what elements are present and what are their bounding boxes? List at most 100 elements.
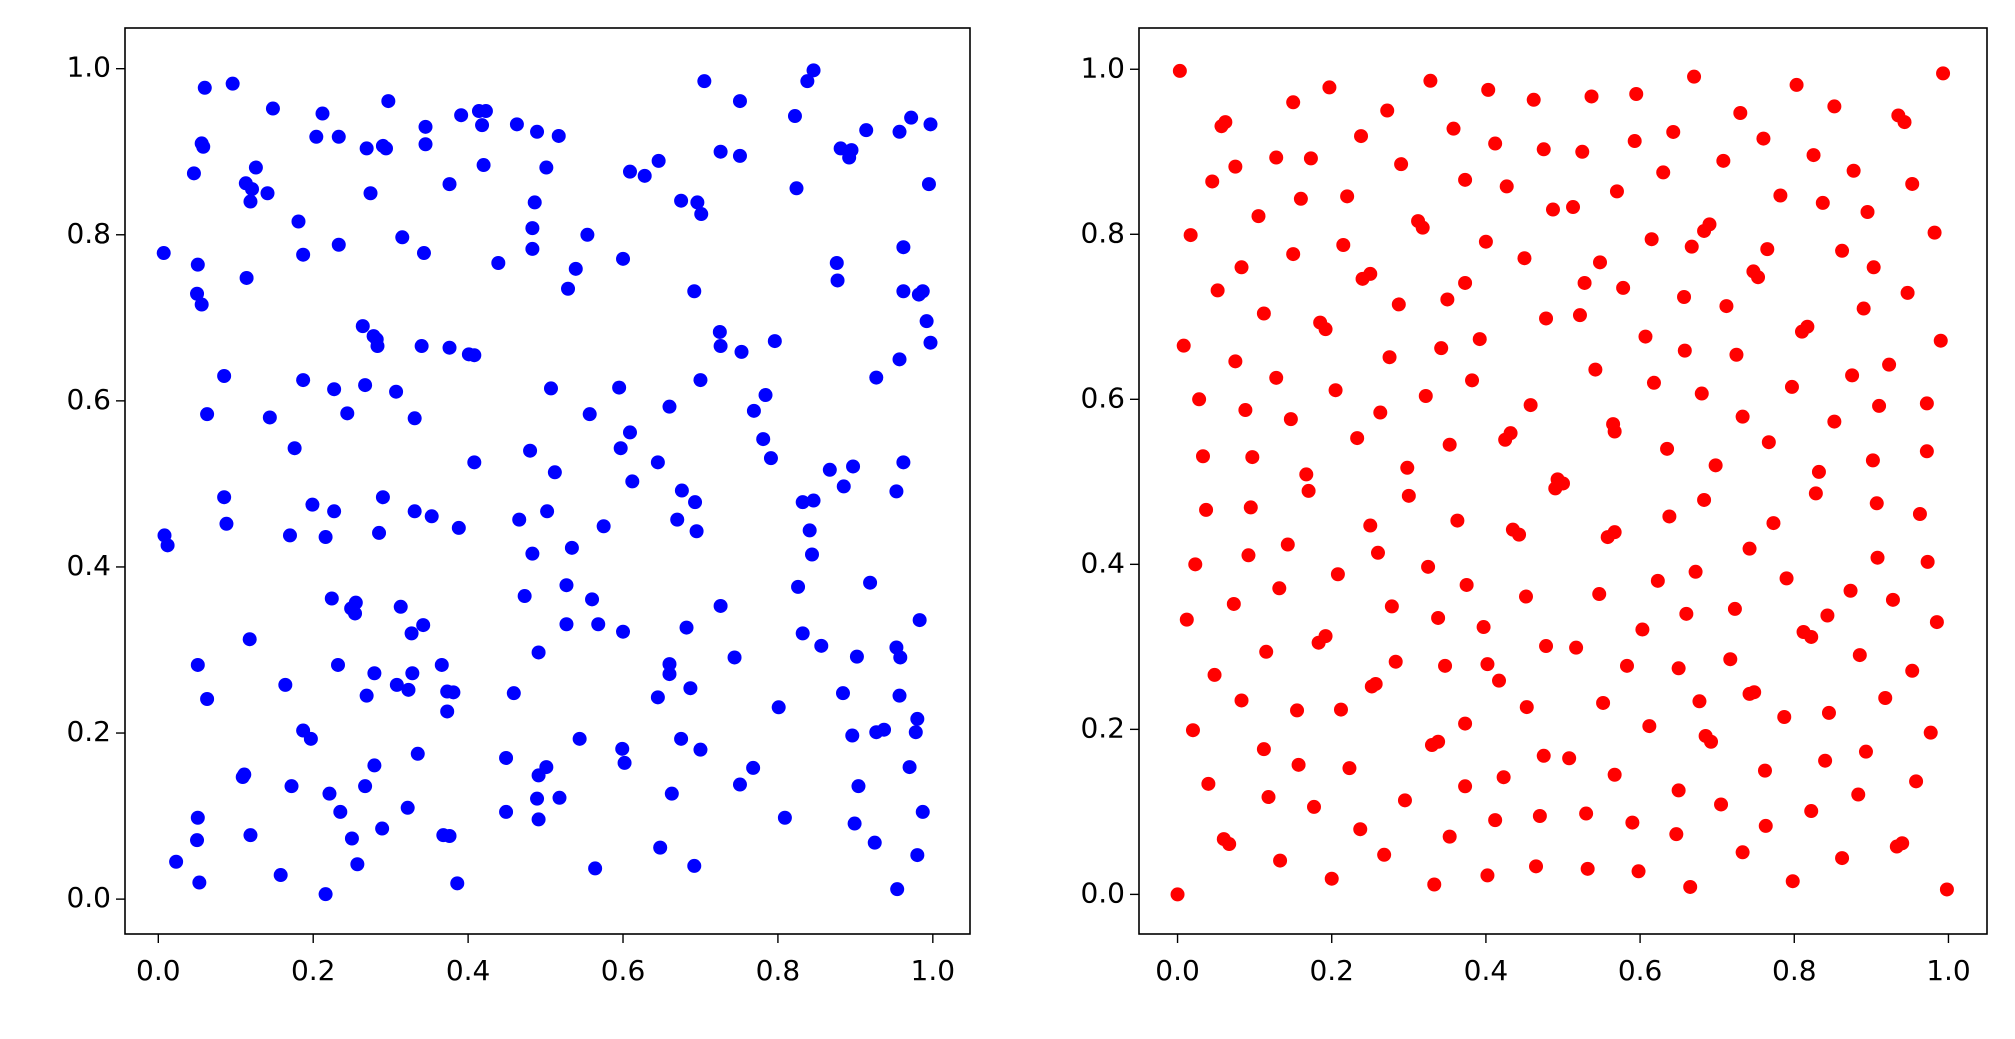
point bbox=[1900, 285, 1915, 300]
point bbox=[829, 256, 844, 271]
point bbox=[1684, 239, 1699, 254]
point bbox=[1815, 195, 1830, 210]
point bbox=[1306, 799, 1321, 814]
point bbox=[1228, 354, 1243, 369]
point bbox=[616, 624, 631, 639]
point bbox=[1719, 299, 1734, 314]
point bbox=[331, 129, 346, 144]
point bbox=[1301, 483, 1316, 498]
point bbox=[1214, 119, 1229, 134]
point bbox=[478, 104, 493, 119]
point bbox=[242, 632, 257, 647]
point bbox=[1579, 806, 1594, 821]
point bbox=[1735, 845, 1750, 860]
point bbox=[689, 524, 704, 539]
x-tick-label: 1.0 bbox=[1926, 954, 1971, 987]
point bbox=[845, 728, 860, 743]
point bbox=[1303, 151, 1318, 166]
point bbox=[1865, 453, 1880, 468]
y-tick-label: 0.6 bbox=[1080, 381, 1125, 414]
point bbox=[1205, 174, 1220, 189]
point bbox=[424, 509, 439, 524]
point bbox=[1905, 176, 1920, 191]
point bbox=[1526, 92, 1541, 107]
point bbox=[923, 117, 938, 132]
point bbox=[1380, 103, 1395, 118]
point bbox=[327, 504, 342, 519]
point bbox=[844, 143, 859, 158]
point bbox=[1572, 308, 1587, 323]
point bbox=[1566, 200, 1581, 215]
plot-area bbox=[1170, 63, 1954, 902]
y-tick-label: 0.6 bbox=[66, 383, 111, 416]
point bbox=[1286, 247, 1301, 262]
point bbox=[1671, 783, 1686, 798]
point bbox=[756, 432, 771, 447]
point bbox=[1272, 581, 1287, 596]
point bbox=[530, 791, 545, 806]
point bbox=[732, 777, 747, 792]
point bbox=[893, 650, 908, 665]
point bbox=[1364, 679, 1379, 694]
point bbox=[1860, 205, 1875, 220]
point bbox=[1377, 847, 1392, 862]
point bbox=[282, 528, 297, 543]
point bbox=[305, 497, 320, 512]
point bbox=[1683, 879, 1698, 894]
point bbox=[330, 657, 345, 672]
point bbox=[867, 835, 882, 850]
point bbox=[1760, 242, 1775, 257]
point bbox=[1548, 481, 1563, 496]
point bbox=[395, 230, 410, 245]
point bbox=[523, 443, 538, 458]
point bbox=[1299, 467, 1314, 482]
point bbox=[375, 490, 390, 505]
point bbox=[190, 657, 205, 672]
point bbox=[309, 129, 324, 144]
point bbox=[1465, 373, 1480, 388]
point bbox=[1286, 95, 1301, 110]
point bbox=[1609, 184, 1624, 199]
point bbox=[1858, 744, 1873, 759]
point bbox=[531, 645, 546, 660]
point bbox=[1827, 414, 1842, 429]
point bbox=[1391, 297, 1406, 312]
point bbox=[1481, 82, 1496, 97]
point bbox=[1245, 450, 1260, 465]
point bbox=[890, 882, 905, 897]
point bbox=[1751, 270, 1766, 285]
point bbox=[331, 237, 346, 252]
point bbox=[530, 124, 545, 139]
point bbox=[1261, 790, 1276, 805]
point bbox=[1431, 610, 1446, 625]
point bbox=[372, 525, 387, 540]
x-tick-label: 0.2 bbox=[1309, 954, 1354, 987]
point bbox=[1532, 809, 1547, 824]
point bbox=[1821, 705, 1836, 720]
point bbox=[564, 540, 579, 555]
point bbox=[1779, 571, 1794, 586]
point bbox=[196, 139, 211, 154]
point bbox=[1188, 557, 1203, 572]
point bbox=[1919, 396, 1934, 411]
point bbox=[200, 691, 215, 706]
point bbox=[407, 411, 422, 426]
point bbox=[670, 512, 685, 527]
point bbox=[156, 246, 171, 261]
point bbox=[687, 858, 702, 873]
point bbox=[1607, 424, 1622, 439]
point bbox=[572, 731, 587, 746]
point bbox=[442, 340, 457, 355]
point bbox=[375, 138, 390, 153]
point bbox=[836, 479, 851, 494]
point bbox=[1434, 341, 1449, 356]
point bbox=[588, 861, 603, 876]
point bbox=[1256, 306, 1271, 321]
point bbox=[1800, 319, 1815, 334]
point bbox=[1291, 757, 1306, 772]
point bbox=[1727, 601, 1742, 616]
point bbox=[727, 650, 742, 665]
point bbox=[585, 592, 600, 607]
point bbox=[814, 638, 829, 653]
point bbox=[1529, 859, 1544, 874]
